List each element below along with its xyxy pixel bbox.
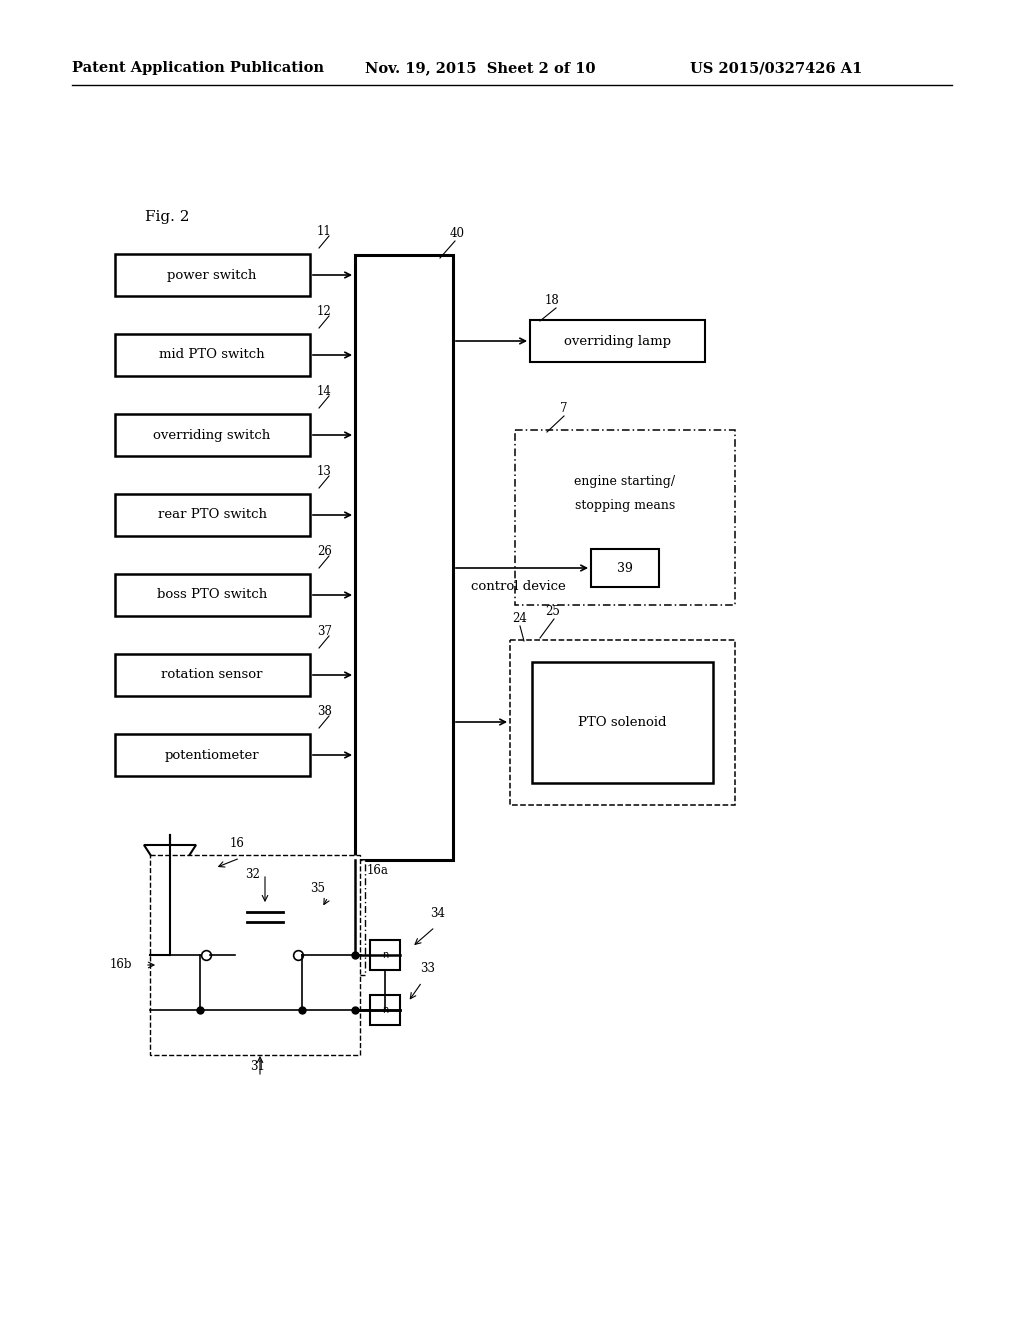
FancyBboxPatch shape bbox=[355, 255, 453, 861]
Text: power switch: power switch bbox=[167, 268, 257, 281]
Text: 16b: 16b bbox=[110, 958, 132, 972]
Text: 31: 31 bbox=[250, 1060, 265, 1073]
Text: 14: 14 bbox=[317, 385, 332, 399]
FancyBboxPatch shape bbox=[370, 995, 400, 1026]
Text: 13: 13 bbox=[317, 465, 332, 478]
Text: Nov. 19, 2015  Sheet 2 of 10: Nov. 19, 2015 Sheet 2 of 10 bbox=[365, 61, 596, 75]
FancyBboxPatch shape bbox=[370, 940, 400, 970]
FancyBboxPatch shape bbox=[150, 855, 360, 1055]
FancyBboxPatch shape bbox=[115, 574, 310, 616]
Text: 37: 37 bbox=[317, 624, 332, 638]
Text: overriding switch: overriding switch bbox=[154, 429, 270, 441]
Text: 38: 38 bbox=[317, 705, 332, 718]
Text: Fig. 2: Fig. 2 bbox=[145, 210, 189, 224]
Text: n: n bbox=[382, 1005, 388, 1015]
Text: 34: 34 bbox=[430, 907, 445, 920]
Text: 33: 33 bbox=[420, 962, 435, 975]
FancyBboxPatch shape bbox=[115, 734, 310, 776]
Text: rotation sensor: rotation sensor bbox=[161, 668, 263, 681]
FancyBboxPatch shape bbox=[115, 334, 310, 376]
Text: n: n bbox=[382, 950, 388, 960]
Text: 25: 25 bbox=[545, 605, 560, 618]
Text: potentiometer: potentiometer bbox=[165, 748, 259, 762]
Text: 32: 32 bbox=[245, 869, 260, 880]
Text: overriding lamp: overriding lamp bbox=[563, 334, 671, 347]
Text: 7: 7 bbox=[560, 403, 567, 414]
FancyBboxPatch shape bbox=[115, 494, 310, 536]
Text: boss PTO switch: boss PTO switch bbox=[157, 589, 267, 602]
FancyBboxPatch shape bbox=[230, 861, 365, 975]
Text: 39: 39 bbox=[617, 561, 633, 574]
Text: 12: 12 bbox=[317, 305, 332, 318]
Text: 40: 40 bbox=[450, 227, 465, 240]
Text: stopping means: stopping means bbox=[574, 499, 675, 511]
FancyBboxPatch shape bbox=[115, 253, 310, 296]
Text: 16a: 16a bbox=[367, 865, 389, 876]
Text: PTO solenoid: PTO solenoid bbox=[578, 715, 667, 729]
Text: rear PTO switch: rear PTO switch bbox=[158, 508, 266, 521]
Text: US 2015/0327426 A1: US 2015/0327426 A1 bbox=[690, 61, 862, 75]
Text: engine starting/: engine starting/ bbox=[574, 475, 676, 488]
Text: 26: 26 bbox=[317, 545, 332, 558]
Text: 11: 11 bbox=[317, 224, 332, 238]
FancyBboxPatch shape bbox=[115, 414, 310, 455]
FancyBboxPatch shape bbox=[115, 653, 310, 696]
Text: 35: 35 bbox=[310, 882, 325, 895]
FancyBboxPatch shape bbox=[515, 430, 735, 605]
Text: Patent Application Publication: Patent Application Publication bbox=[72, 61, 324, 75]
Text: 18: 18 bbox=[545, 294, 560, 308]
FancyBboxPatch shape bbox=[591, 549, 659, 587]
Text: 16: 16 bbox=[230, 837, 245, 850]
Text: mid PTO switch: mid PTO switch bbox=[159, 348, 265, 362]
FancyBboxPatch shape bbox=[532, 663, 713, 783]
FancyBboxPatch shape bbox=[510, 640, 735, 805]
FancyBboxPatch shape bbox=[530, 319, 705, 362]
Text: control device: control device bbox=[471, 581, 565, 594]
Text: 24: 24 bbox=[512, 612, 527, 624]
